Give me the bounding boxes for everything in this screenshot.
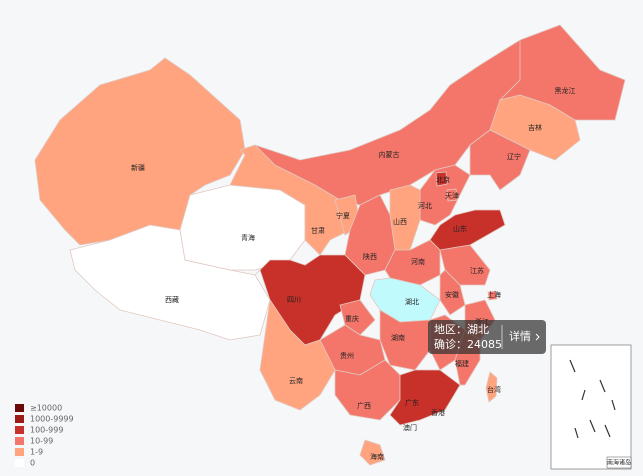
province-label: 云南 bbox=[289, 376, 303, 385]
tooltip: 地区：湖北 确诊：24085 详情 bbox=[428, 320, 546, 354]
legend-label: 10-99 bbox=[30, 437, 53, 446]
province bbox=[485, 371, 498, 403]
province-label: 山东 bbox=[453, 224, 467, 233]
tooltip-confirmed: 确诊：24085 bbox=[434, 337, 502, 351]
province-label: 安徽 bbox=[445, 290, 459, 299]
province-label: 西藏 bbox=[165, 295, 179, 304]
details-button[interactable]: 详情 bbox=[509, 329, 531, 343]
legend-label: 100-999 bbox=[30, 426, 63, 435]
inset-label-box bbox=[606, 456, 632, 469]
province bbox=[339, 299, 376, 336]
province bbox=[487, 290, 498, 301]
province-label: 山西 bbox=[393, 217, 407, 226]
province-label: 辽宁 bbox=[507, 152, 521, 161]
legend-label: 0 bbox=[30, 459, 35, 468]
legend-label: 1-9 bbox=[30, 448, 43, 457]
legend-swatch bbox=[15, 448, 24, 456]
province-label: 青海 bbox=[241, 233, 255, 242]
legend-swatch bbox=[15, 404, 24, 412]
province-label: 广东 bbox=[405, 398, 419, 407]
south-sea-inset: 南海诸岛 bbox=[550, 344, 632, 470]
inset-label: 南海诸岛 bbox=[607, 459, 631, 467]
province bbox=[446, 188, 458, 202]
province-label: 四川 bbox=[287, 296, 301, 304]
province-label: 台湾 bbox=[487, 385, 501, 394]
province-label: 黑龙江 bbox=[555, 86, 576, 95]
province-label: 湖南 bbox=[391, 333, 405, 342]
province-label: 新疆 bbox=[131, 163, 145, 172]
legend-swatch bbox=[15, 437, 24, 445]
tooltip-region: 地区：湖北 bbox=[434, 323, 489, 336]
province bbox=[379, 309, 431, 371]
province-label: 陕西 bbox=[363, 252, 377, 261]
province-label: 贵州 bbox=[340, 351, 354, 360]
province-label: 北京 bbox=[436, 175, 450, 184]
province bbox=[389, 369, 461, 426]
province bbox=[359, 439, 386, 466]
province-label: 河南 bbox=[411, 257, 425, 266]
province-label: 海南 bbox=[370, 452, 384, 461]
inset-islands bbox=[569, 359, 616, 439]
province-label: 内蒙古 bbox=[379, 150, 400, 159]
legend-swatch bbox=[15, 426, 24, 434]
province bbox=[34, 57, 246, 246]
province-label: 吉林 bbox=[528, 123, 542, 132]
province bbox=[179, 184, 306, 271]
province bbox=[259, 298, 336, 411]
legend-swatch bbox=[15, 415, 24, 423]
legend: ≥10000 1000-9999 100-999 10-99 1-9 0 bbox=[15, 404, 74, 468]
province-label: 江苏 bbox=[470, 266, 484, 275]
province-label: 天津 bbox=[445, 192, 459, 200]
legend-swatch bbox=[15, 459, 24, 467]
tooltip-box bbox=[428, 320, 546, 354]
province bbox=[435, 171, 448, 187]
province bbox=[69, 224, 271, 341]
inset-frame bbox=[550, 344, 632, 470]
province-label: 澳门 bbox=[403, 423, 417, 432]
legend-label: ≥10000 bbox=[30, 404, 62, 413]
province-label: 福建 bbox=[455, 359, 469, 368]
province-label: 重庆 bbox=[345, 314, 359, 323]
province-label: 湖北 bbox=[405, 297, 419, 306]
province-label: 上海 bbox=[487, 290, 501, 299]
province-label: 河北 bbox=[418, 202, 432, 210]
province-label: 香港 bbox=[431, 408, 445, 417]
province bbox=[469, 129, 531, 191]
province-label: 宁夏 bbox=[336, 211, 350, 220]
details-arrow[interactable] bbox=[535, 333, 540, 341]
legend-label: 1000-9999 bbox=[30, 415, 74, 424]
province-label: 甘肃 bbox=[311, 226, 325, 235]
province-label: 广西 bbox=[357, 401, 371, 410]
